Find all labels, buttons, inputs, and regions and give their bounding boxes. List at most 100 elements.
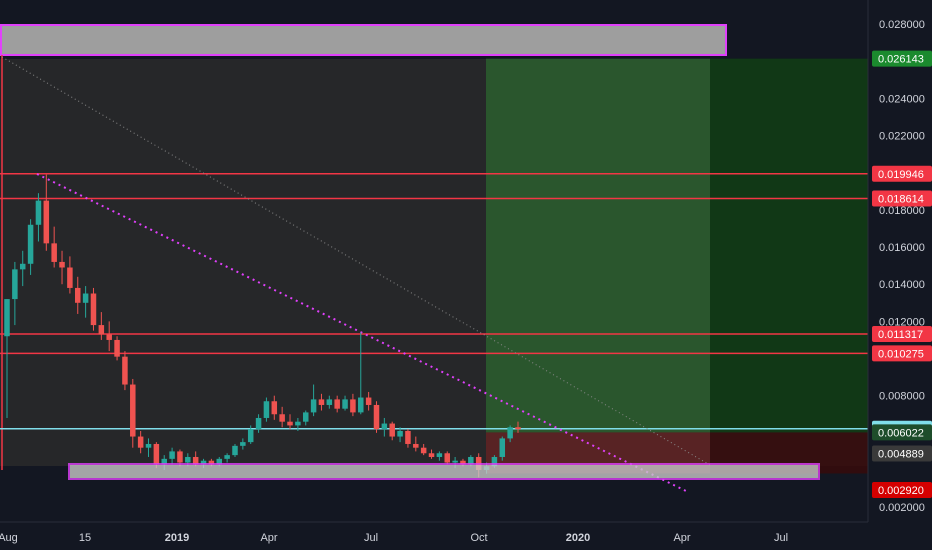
candle-28 <box>224 453 230 463</box>
candle-body <box>452 460 458 463</box>
candle-body <box>130 384 136 437</box>
price-tag-bg <box>872 345 932 362</box>
candle-9 <box>75 276 81 314</box>
candle-body <box>35 200 42 225</box>
price-axis <box>868 0 932 550</box>
profit-zone-extension <box>710 58 868 433</box>
y-tick-label-3: 0.018000 <box>879 205 925 217</box>
x-tick-label-6: 2020 <box>566 532 590 544</box>
candle-body <box>67 267 73 288</box>
candle-38 <box>302 410 309 426</box>
x-tick-label-0: Aug <box>0 532 18 544</box>
candle-6 <box>51 226 57 268</box>
y-tick-label-5: 0.014000 <box>879 279 925 291</box>
candle-body <box>177 451 183 463</box>
candle-body <box>137 436 144 448</box>
x-tick-label-7: Apr <box>673 532 690 544</box>
price-tag-bg <box>872 50 932 67</box>
profit-zone <box>486 58 710 433</box>
candle-11 <box>90 287 97 331</box>
candle-8 <box>67 256 73 294</box>
candle-body <box>98 325 105 335</box>
time-axis <box>0 522 932 550</box>
candle-body <box>326 399 333 405</box>
candle-body <box>224 455 230 459</box>
price-tag-bg <box>872 445 932 462</box>
x-tick-label-2: 2019 <box>165 532 189 544</box>
candle-31 <box>247 425 254 444</box>
candle-body <box>436 453 443 457</box>
candle-body <box>334 399 340 409</box>
price-tag-bg <box>872 424 932 441</box>
candle-body <box>247 429 254 443</box>
y-tick-label-2: 0.022000 <box>879 131 925 143</box>
candle-32 <box>255 414 262 433</box>
candle-36 <box>287 414 293 430</box>
candle-42 <box>334 395 340 413</box>
candle-body <box>507 427 513 439</box>
bottom-support-box <box>68 463 820 480</box>
candle-body <box>405 430 411 444</box>
candle-64 <box>507 425 513 443</box>
x-tick-label-1: 15 <box>79 532 91 544</box>
price-tag-text: 0.010275 <box>878 348 924 360</box>
candle-39 <box>310 384 317 417</box>
candle-body <box>444 453 450 463</box>
magenta-trendline <box>36 173 687 492</box>
y-tick-label-8: 0.002000 <box>879 502 925 514</box>
price-tag-support: 0.002920 <box>872 482 932 499</box>
candle-body <box>255 417 262 430</box>
candle-body <box>27 224 34 264</box>
price-tag-text: 0.019946 <box>878 169 924 181</box>
candle-1 <box>12 261 18 326</box>
candle-21 <box>169 447 175 465</box>
price-tag-resistance: 0.019946 <box>872 165 932 182</box>
candle-45 <box>358 332 364 415</box>
price-tag-text: 0.004889 <box>878 448 924 460</box>
candle-body <box>279 414 285 422</box>
candle-body <box>295 421 301 426</box>
candle-body <box>468 456 474 465</box>
candle-0 <box>4 299 10 418</box>
candle-body <box>428 453 435 457</box>
candle-12 <box>98 312 105 340</box>
candle-body <box>381 423 388 430</box>
candle-55 <box>436 451 443 461</box>
price-tag-bg <box>872 326 932 343</box>
candle-body <box>491 456 498 467</box>
price-tag-text: 0.006022 <box>878 427 924 439</box>
candle-56 <box>444 451 450 465</box>
candle-body <box>420 447 427 454</box>
x-tick-label-4: Jul <box>364 532 378 544</box>
candle-54 <box>428 449 435 459</box>
candle-body <box>122 356 128 385</box>
candle-29 <box>232 443 238 457</box>
top-zone-box <box>0 24 727 56</box>
price-tag-text: 0.026143 <box>878 54 924 66</box>
candle-34 <box>271 395 278 420</box>
candle-body <box>389 423 395 437</box>
candle-30 <box>240 438 246 450</box>
candle-body <box>106 334 112 340</box>
candle-body <box>169 451 175 459</box>
candle-40 <box>318 393 325 411</box>
y-tick-label-4: 0.016000 <box>879 242 925 254</box>
candle-3 <box>27 219 34 275</box>
price-tag-resistance: 0.011317 <box>872 326 932 343</box>
price-tag-entry: 0.006022 <box>872 424 932 441</box>
candle-body <box>90 293 97 326</box>
candle-35 <box>279 406 285 428</box>
candle-body <box>12 269 18 300</box>
candle-body <box>75 287 81 303</box>
candle-body <box>302 412 309 422</box>
candle-body <box>43 200 50 244</box>
candle-16 <box>130 378 136 448</box>
candle-body <box>342 399 348 409</box>
candle-body <box>200 460 207 465</box>
price-tag-stop: 0.004889 <box>872 445 932 462</box>
candle-37 <box>295 417 301 431</box>
candle-51 <box>405 429 411 448</box>
candle-body <box>51 243 57 262</box>
candle-body <box>263 401 270 418</box>
